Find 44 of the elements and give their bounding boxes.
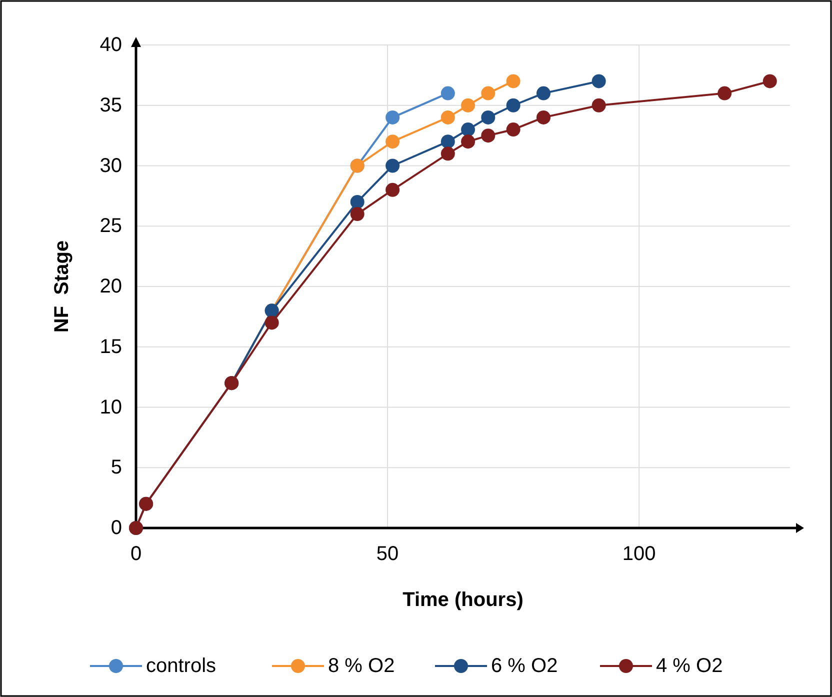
point [386,182,400,197]
legend-label: 4 % O2 [656,655,723,677]
point [440,146,455,161]
legend-label: 8 % O2 [328,655,395,677]
point [350,207,364,222]
y-tick-label: 20 [100,276,122,298]
point [481,86,496,100]
x-tick-label: 100 [622,543,656,565]
point [592,98,606,112]
point [440,110,455,124]
point [386,158,400,173]
y-tick-label: 10 [100,396,122,418]
x-axis-title: Time (hours) [402,589,524,611]
legend-label: controls [146,655,216,677]
x-tick-label: 50 [376,543,399,565]
point [592,74,606,88]
y-tick-label: 15 [100,336,122,358]
y-tick-label: 30 [100,154,122,177]
point [506,98,520,112]
x-tick-label: 0 [130,543,142,565]
point [481,128,496,143]
point [350,194,364,209]
point [506,122,520,137]
y-axis-title: NF Stage [51,240,73,333]
point [461,98,476,112]
point [481,110,496,124]
point [536,110,550,124]
point [718,86,732,100]
point [440,86,455,100]
legend-label: 6 % O2 [491,655,558,677]
point [461,134,476,149]
point [506,74,520,88]
y-tick-label: 35 [100,94,122,116]
point [386,110,400,124]
point [762,74,777,88]
y-tick-label: 5 [110,456,122,479]
point [264,316,279,330]
y-tick-label: 0 [110,517,122,539]
y-tick-label: 25 [100,215,122,238]
point [461,122,476,137]
point [440,134,455,149]
point [386,134,400,149]
point [536,86,550,100]
y-tick-label: 40 [100,34,122,56]
